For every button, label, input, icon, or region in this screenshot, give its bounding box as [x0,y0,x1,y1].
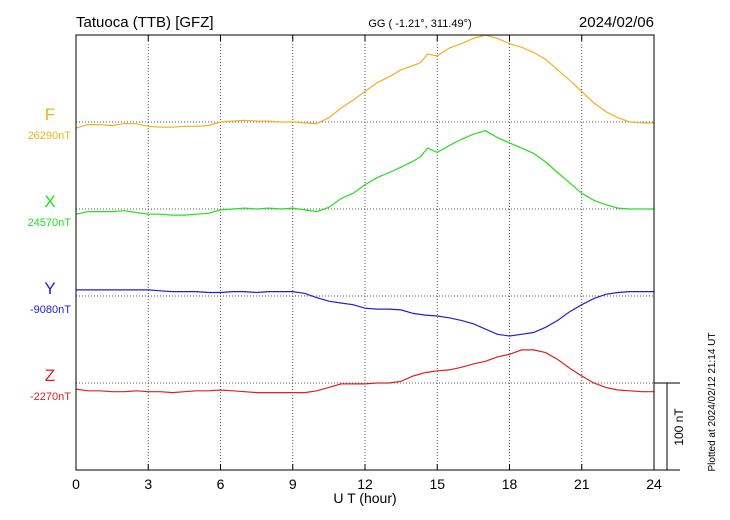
x-tick-label: 24 [646,476,662,492]
scale-bar: 100 nT [654,382,686,471]
series-name-y: Y [44,279,55,298]
x-tick-label: 15 [429,476,445,492]
series-lines [75,34,654,394]
x-tick-label: 6 [217,476,225,492]
series-name-x: X [44,192,55,211]
series-baseline-z: -2270nT [30,391,71,403]
x-tick-label: 0 [72,476,80,492]
plot-frame [75,34,655,471]
x-axis: 0 3 6 9 12 15 18 21 24 [72,35,662,492]
x-tick-label: 9 [289,476,297,492]
series-name-z: Z [45,366,55,385]
x-tick-label: 18 [502,476,518,492]
scale-bar-label: 100 nT [672,408,686,446]
series-line-z [75,349,654,394]
coordinates-label: GG ( -1.21°, 311.49°) [368,18,471,30]
series-labels: F 26290nT X 24570nT Y -9080nT Z -2270nT [28,105,72,403]
x-axis-title: U T (hour) [333,490,396,506]
plotted-timestamp: Plotted at 2024/02/12 21:14 UT [707,333,718,472]
date-label: 2024/02/06 [579,14,654,31]
series-line-f [75,34,654,129]
station-title: Tatuoca (TTB) [GFZ] [76,14,214,31]
series-name-f: F [45,105,55,124]
series-baseline-y: -9080nT [30,304,71,316]
x-tick-label: 12 [357,476,373,492]
series-baseline-f: 26290nT [28,130,72,142]
series-baseline-x: 24570nT [28,217,72,229]
x-tick-label: 21 [574,476,590,492]
grid [76,35,654,470]
series-line-y [76,289,654,337]
x-tick-label: 3 [144,476,152,492]
series-line-x [75,130,654,216]
